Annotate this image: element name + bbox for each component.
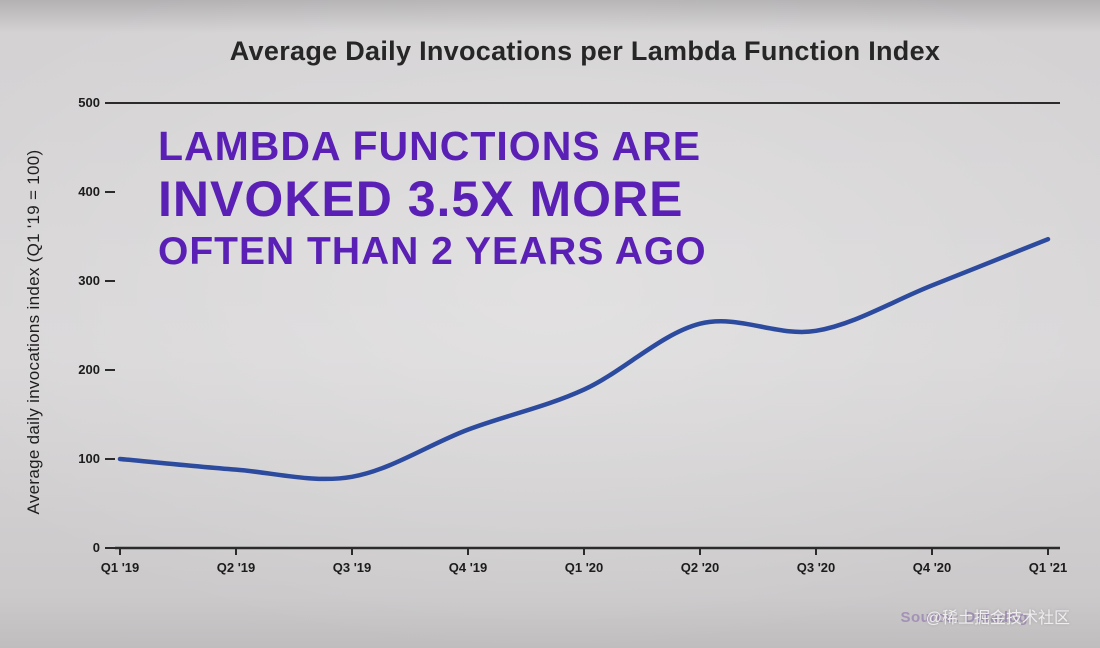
y-axis-label: Average daily invocations index (Q1 '19 … <box>24 149 43 515</box>
data-line-series <box>117 236 1051 482</box>
annotation-callout: LAMBDA FUNCTIONS ARE INVOKED 3.5X MORE O… <box>158 122 707 275</box>
x-tick-label: Q1 '20 <box>564 560 604 575</box>
y-tick-label: 0 <box>92 540 100 555</box>
annotation-line-3: OFTEN THAN 2 YEARS AGO <box>158 230 707 274</box>
y-tick-label: 100 <box>78 451 100 466</box>
x-tick-label: Q2 '20 <box>680 560 720 575</box>
annotation-line-2: INVOKED 3.5X MORE <box>158 171 684 228</box>
x-tick-label: Q4 '19 <box>448 560 488 575</box>
y-tick-label: 500 <box>78 95 100 110</box>
x-tick-label: Q2 '19 <box>216 560 256 575</box>
x-tick-label: Q4 '20 <box>912 560 952 575</box>
watermark: @稀土掘金技术社区 <box>925 610 1070 627</box>
x-tick-label: Q3 '19 <box>332 560 372 575</box>
x-tick-label: Q3 '20 <box>796 560 836 575</box>
line-chart-svg <box>105 102 1060 555</box>
chart-title: Average Daily Invocations per Lambda Fun… <box>229 36 941 66</box>
y-tick-label: 200 <box>78 362 100 377</box>
source-credit: Source: Datadog <box>900 609 1028 626</box>
x-tick-label: Q1 '19 <box>100 560 140 575</box>
annotation-line-1: LAMBDA FUNCTIONS ARE <box>158 123 702 169</box>
x-tick-label: Q1 '21 <box>1028 560 1068 575</box>
y-tick-label: 400 <box>78 184 100 199</box>
y-tick-label: 300 <box>78 273 100 288</box>
